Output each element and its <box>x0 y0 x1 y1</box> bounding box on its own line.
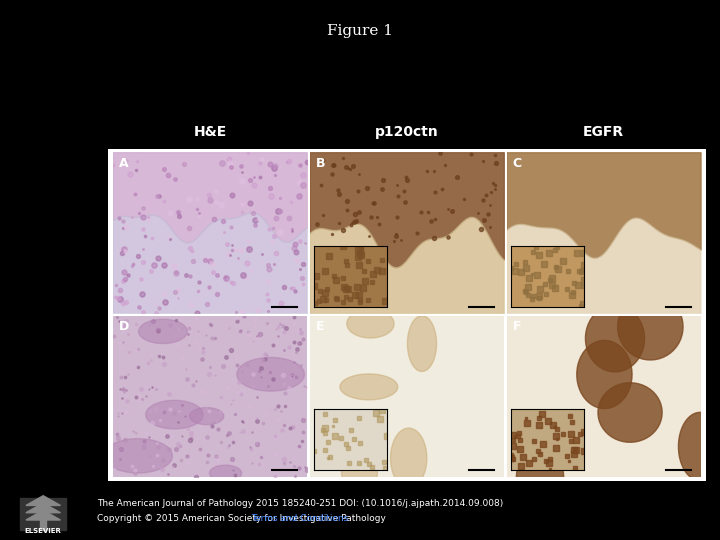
Polygon shape <box>585 305 644 372</box>
Polygon shape <box>351 440 378 469</box>
Text: ELSEVIER: ELSEVIER <box>24 528 62 534</box>
Text: A: A <box>119 157 128 170</box>
Polygon shape <box>189 408 224 424</box>
Polygon shape <box>347 309 394 338</box>
Text: E: E <box>315 320 324 334</box>
Text: The American Journal of Pathology 2015 185240-251 DOI: (10.1016/j.ajpath.2014.09: The American Journal of Pathology 2015 1… <box>97 500 503 509</box>
Text: Copyright © 2015 American Society for Investigative Pathology: Copyright © 2015 American Society for In… <box>97 514 392 523</box>
Text: B: B <box>315 157 325 170</box>
Polygon shape <box>618 294 683 360</box>
Text: p120ctn: p120ctn <box>375 125 438 139</box>
Text: D: D <box>119 320 129 334</box>
Polygon shape <box>577 340 632 409</box>
Polygon shape <box>210 465 242 481</box>
Polygon shape <box>408 316 436 372</box>
Text: F: F <box>513 320 521 334</box>
Polygon shape <box>40 513 46 530</box>
Polygon shape <box>104 438 173 473</box>
Text: Figure 1: Figure 1 <box>327 24 393 38</box>
Polygon shape <box>390 428 427 488</box>
Polygon shape <box>139 319 187 343</box>
Polygon shape <box>678 413 720 481</box>
Polygon shape <box>237 357 305 391</box>
Polygon shape <box>26 503 60 513</box>
Polygon shape <box>341 444 378 495</box>
Text: EGFR: EGFR <box>583 125 624 139</box>
Polygon shape <box>145 400 203 429</box>
Polygon shape <box>26 510 60 520</box>
Text: H&E: H&E <box>194 125 227 139</box>
Polygon shape <box>516 451 564 502</box>
Text: C: C <box>513 157 521 170</box>
Polygon shape <box>598 383 662 442</box>
Text: Terms and Conditions: Terms and Conditions <box>251 514 348 523</box>
Polygon shape <box>26 496 60 505</box>
Polygon shape <box>340 374 398 400</box>
Bar <box>20 498 66 530</box>
